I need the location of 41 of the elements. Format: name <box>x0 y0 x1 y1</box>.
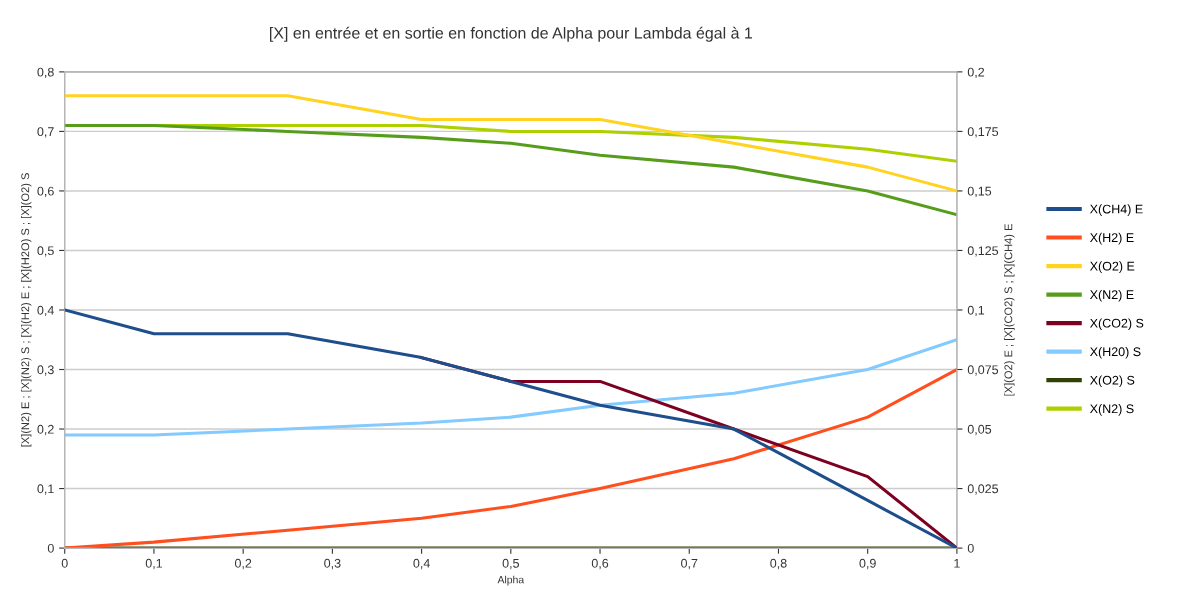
x-tick-label: 0,3 <box>324 558 341 570</box>
legend-label: X(N2) E <box>1089 289 1134 302</box>
y2-tick-label: 0,1 <box>967 305 985 317</box>
legend-label: X(CH4) E <box>1089 204 1143 216</box>
y2-axis-title: [X](O2) E ; [X](CO2) S ; [X](CH4) E <box>1004 224 1015 396</box>
x-tick-label: 1 <box>954 558 960 568</box>
x-tick-label: 0,8 <box>770 558 787 570</box>
y2-tick-label: 0,125 <box>967 246 999 257</box>
x-tick-label: 0,1 <box>145 558 163 570</box>
legend-label: X(H2) E <box>1089 232 1134 245</box>
x-axis-title: Alpha <box>497 575 525 586</box>
legend-label: X(N2) S <box>1089 404 1134 416</box>
y-tick-label: 0,5 <box>37 246 54 257</box>
legend-label: X(H20) S <box>1089 346 1141 359</box>
y2-tick-label: 0,05 <box>967 424 992 436</box>
y-tick-label: 0,7 <box>37 127 54 138</box>
legend-label: X(O2) E <box>1089 261 1135 274</box>
y2-tick-label: 0 <box>967 543 974 553</box>
x-tick-label: 0,4 <box>413 558 430 570</box>
legend-label: X(CO2) S <box>1089 318 1144 331</box>
x-tick-label: 0,7 <box>681 558 698 570</box>
y-tick-label: 0,2 <box>37 424 54 436</box>
legend-label: X(O2) S <box>1089 375 1135 388</box>
y2-tick-label: 0,075 <box>967 365 999 376</box>
y-tick-label: 0,6 <box>37 186 54 198</box>
y-tick-label: 0,3 <box>37 365 54 376</box>
y-tick-label: 0,1 <box>37 484 54 495</box>
y-tick-label: 0,4 <box>37 305 54 317</box>
y2-tick-label: 0,025 <box>967 484 999 495</box>
y-tick-label: 0,8 <box>37 67 54 79</box>
x-tick-label: 0,6 <box>591 558 609 570</box>
chart-title: [X] en entrée et en sortie en fonction de Alpha pour Lambda égal à 1 <box>270 26 753 42</box>
y-tick-label: 0 <box>47 543 54 553</box>
y2-tick-label: 0,175 <box>967 127 999 138</box>
x-tick-label: 0,9 <box>859 558 876 570</box>
y-axis-title: [X](N2) E ; [X](N2) S ; [X](H2) E ; [X](H2O) S ; [X](O2) S <box>21 173 32 447</box>
y2-tick-label: 0,15 <box>967 186 992 198</box>
y2-tick-label: 0,2 <box>967 67 985 79</box>
x-tick-label: 0,5 <box>502 558 519 570</box>
x-tick-label: 0 <box>61 558 68 568</box>
x-tick-label: 0,2 <box>234 558 252 570</box>
